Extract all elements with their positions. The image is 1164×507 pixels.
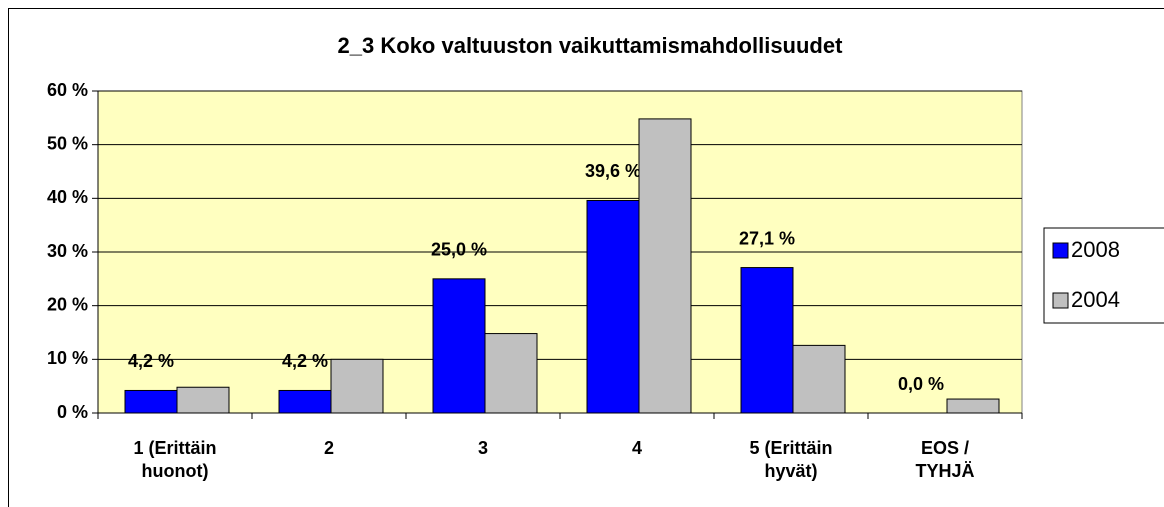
x-tick-label: 2 (323, 438, 334, 458)
x-tick-label: EOS / TYHJÄ (915, 438, 975, 481)
legend-label: 2008 (1071, 237, 1120, 262)
bar (124, 389, 178, 414)
data-label: 39,6 % (585, 161, 641, 181)
y-tick-label: 60 % (47, 80, 88, 100)
bar (330, 358, 384, 414)
data-label: 25,0 % (431, 240, 487, 260)
data-label: 0,0 % (898, 374, 944, 394)
bar (638, 118, 692, 414)
y-tick-label: 50 % (47, 133, 88, 153)
y-tick-label: 40 % (47, 187, 88, 207)
bar (484, 333, 538, 414)
data-label: 4,2 % (282, 351, 328, 371)
y-tick-label: 10 % (47, 348, 88, 368)
x-tick-label: 3 (477, 438, 488, 458)
x-tick-label: 5 (Erittäin hyvät) (749, 438, 833, 481)
x-tick-label: 4 (631, 438, 642, 458)
bar (432, 278, 486, 414)
y-tick-label: 20 % (47, 294, 88, 314)
y-tick-label: 0 % (57, 402, 88, 422)
bar (740, 267, 794, 414)
bar (278, 389, 332, 414)
bar (176, 386, 230, 414)
data-label: 27,1 % (739, 228, 795, 248)
bar (946, 398, 1000, 414)
x-tick-label: 1 (Erittäin huonot) (133, 438, 217, 481)
legend-label: 2004 (1071, 287, 1120, 312)
legend-swatch (1052, 242, 1069, 259)
chart-title: 2_3 Koko valtuuston vaikuttamismahdollis… (338, 33, 844, 58)
data-label: 4,2 % (128, 351, 174, 371)
legend-swatch (1052, 292, 1069, 309)
bar (586, 199, 640, 414)
bar (792, 344, 846, 414)
y-tick-label: 30 % (47, 241, 88, 261)
